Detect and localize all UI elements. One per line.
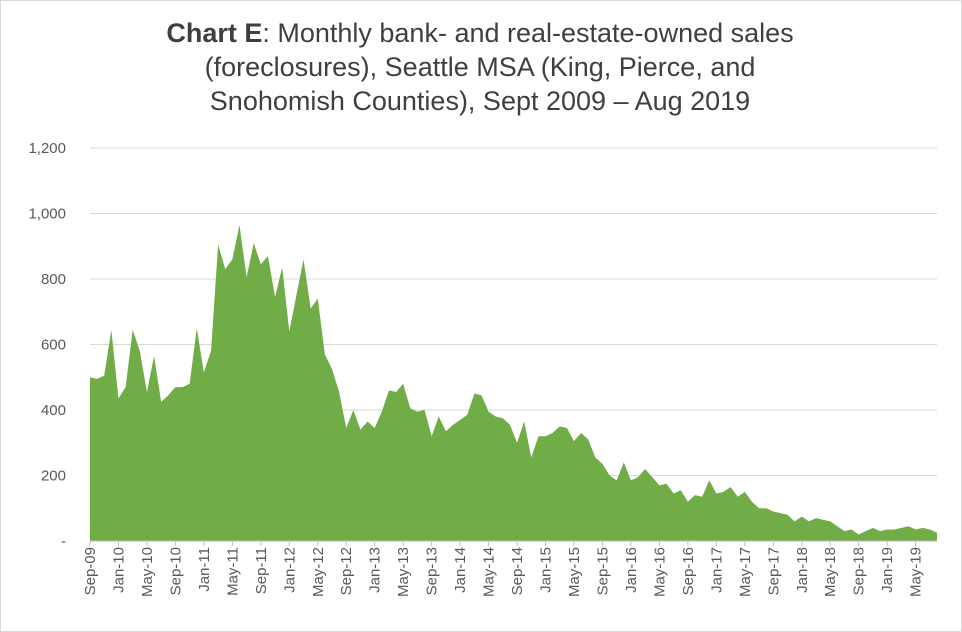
chart-title: Chart E: Monthly bank- and real-estate-o… [80,16,880,118]
x-tick-label: May-11 [224,547,241,596]
x-tick-label: May-12 [310,547,327,597]
x-tick-label: Sep-12 [338,547,355,595]
x-tick-label: May-18 [822,547,839,597]
x-tick-label: Jan-17 [708,547,725,593]
y-tick-label: 1,000 [28,206,66,223]
x-tick-label: Jan-16 [623,547,640,593]
x-tick-label: May-13 [395,547,412,597]
x-tick-label: May-15 [566,547,583,597]
x-tick-label: Sep-18 [851,547,868,595]
y-tick-label: 1,200 [28,140,66,157]
x-tick-label: Sep-14 [509,547,526,595]
x-tick-label: May-19 [908,547,925,597]
x-tick-label: Sep-15 [594,547,611,595]
y-tick-label: 200 [41,468,66,485]
area-series-foreclosures [90,224,937,541]
x-tick-label: Jan-19 [879,547,896,593]
y-tick-label: - [61,533,66,550]
x-tick-label: Jan-14 [452,547,469,593]
x-tick-label: Sep-16 [680,547,697,595]
y-axis-ticks: - 200 400 600 800 1,000 1,200 [28,140,66,550]
x-tick-label: Sep-17 [765,547,782,595]
y-tick-label: 600 [41,337,66,354]
chart-title-line-1: : Monthly bank- and real-estate-owned sa… [262,18,794,48]
y-tick-label: 800 [41,271,66,288]
x-tick-label: Jan-11 [196,547,213,592]
x-tick-label: May-17 [737,547,754,597]
chart-title-line-3: Snohomish Counties), Sept 2009 – Aug 201… [209,86,751,116]
x-axis-ticks: Sep-09 Jan-10 May-10 Sep-10 Jan-11 May-11 Sep-… [82,541,925,597]
y-tick-label: 400 [41,402,66,419]
x-tick-label: Jan-12 [281,547,298,593]
x-tick-label: May-14 [481,547,498,597]
x-tick-label: Jan-10 [110,547,127,593]
area-series [90,224,937,541]
x-tick-label: Jan-18 [794,547,811,593]
x-tick-label: May-16 [651,547,668,597]
x-tick-label: May-10 [139,547,156,597]
x-tick-label: Sep-09 [82,547,99,595]
x-tick-label: Sep-10 [167,547,184,595]
chart-title-bold: Chart E [166,18,263,48]
x-tick-label: Jan-13 [367,547,384,593]
x-tick-label: Jan-15 [538,547,555,593]
x-tick-label: Sep-11 [253,547,270,594]
x-tick-label: Sep-13 [424,547,441,595]
chart-title-line-2: (foreclosures), Seattle MSA (King, Pierc… [204,52,756,82]
